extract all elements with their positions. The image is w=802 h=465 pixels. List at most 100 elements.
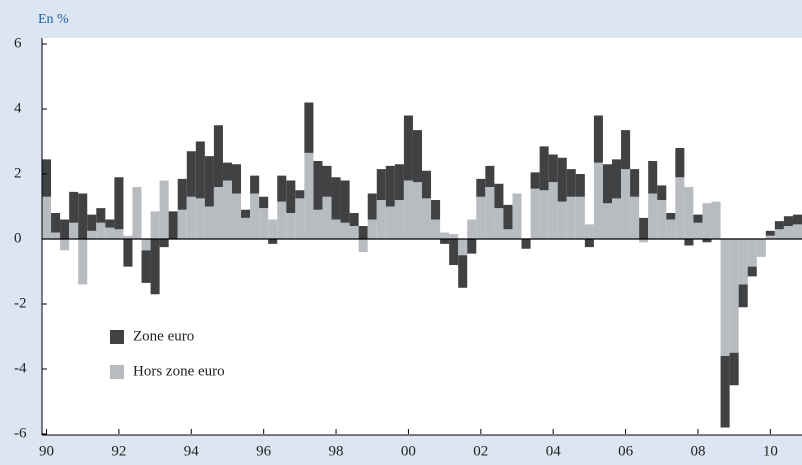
bar-segment — [584, 224, 594, 239]
bar-segment — [159, 239, 169, 248]
bar-segment — [195, 198, 205, 239]
bar-segment — [476, 196, 486, 239]
bar-segment — [78, 239, 88, 285]
bar-segment — [376, 169, 386, 200]
x-tick-label: 92 — [111, 443, 126, 459]
bar-segment — [720, 239, 730, 356]
bar-segment — [295, 190, 305, 199]
bar-segment — [449, 239, 459, 265]
bar-segment — [792, 224, 802, 239]
bar-segment — [684, 187, 694, 239]
bar-segment — [593, 162, 603, 239]
legend-label: Zone euro — [133, 328, 194, 344]
bar-segment — [476, 178, 486, 197]
bar-segment — [747, 239, 757, 267]
bar-segment — [467, 239, 477, 254]
bar-segment — [783, 216, 793, 226]
bar-segment — [177, 209, 187, 239]
y-tick-label: 2 — [14, 165, 22, 181]
y-tick-label: -2 — [14, 295, 27, 311]
bar-segment — [539, 190, 549, 239]
bar-segment — [105, 227, 115, 239]
bar-segment — [485, 187, 495, 239]
bar-segment — [458, 239, 468, 256]
bar-segment — [250, 193, 260, 239]
bar-segment — [385, 165, 395, 207]
bar-segment — [51, 232, 61, 239]
x-tick-label: 04 — [546, 443, 562, 459]
bar-segment — [639, 239, 649, 243]
bar-segment — [449, 234, 459, 239]
bar-segment — [711, 201, 721, 239]
bar-segment — [78, 193, 88, 239]
bar-segment — [602, 203, 612, 239]
bar-segment — [548, 154, 558, 183]
bar-segment — [440, 239, 450, 244]
bar-segment — [69, 222, 79, 239]
bar-segment — [69, 191, 79, 223]
bar-segment — [295, 198, 305, 239]
bar-segment — [87, 214, 97, 231]
bar-segment — [114, 177, 124, 230]
bar-segment — [123, 239, 133, 267]
bar-segment — [729, 352, 739, 386]
bar-segment — [503, 229, 513, 239]
legend-swatch — [110, 365, 124, 379]
bar-segment — [403, 180, 413, 239]
bar-segment — [729, 239, 739, 353]
bar-segment — [765, 235, 775, 239]
bar-segment — [186, 151, 196, 197]
y-tick-label: 6 — [14, 35, 22, 51]
bar-segment — [259, 196, 269, 209]
bar-segment — [602, 164, 612, 204]
bar-segment — [738, 239, 748, 285]
bar-segment — [702, 239, 712, 243]
bar-segment — [331, 219, 341, 239]
bar-segment — [431, 200, 441, 220]
bar-segment — [358, 226, 368, 239]
bar-segment — [774, 221, 784, 230]
legend-swatch — [110, 330, 124, 344]
bar-segment — [530, 188, 540, 239]
bar-segment — [657, 200, 667, 239]
bar-segment — [539, 146, 549, 191]
bar-segment — [494, 183, 504, 209]
y-tick-label: -4 — [14, 360, 27, 376]
bar-segment — [177, 178, 187, 210]
bar-segment — [42, 196, 52, 239]
bar-segment — [322, 165, 332, 197]
bar-segment — [367, 193, 377, 220]
bar-segment — [612, 198, 622, 239]
bar-segment — [204, 206, 214, 239]
x-tick-label: 98 — [329, 443, 344, 459]
bar-segment — [60, 219, 70, 239]
bar-segment — [756, 239, 766, 257]
bar-segment — [394, 200, 404, 239]
bar-segment — [304, 152, 314, 239]
y-tick-label: -6 — [14, 425, 27, 441]
bar-segment — [340, 180, 350, 223]
bar-segment — [96, 222, 106, 239]
bar-segment — [222, 180, 232, 239]
bar-segment — [358, 239, 368, 252]
bar-segment — [639, 217, 649, 239]
x-tick-label: 94 — [184, 443, 200, 459]
bar-segment — [349, 226, 359, 239]
bar-segment — [440, 232, 450, 239]
bar-segment — [51, 213, 61, 233]
bar-segment — [168, 211, 178, 239]
bar-segment — [702, 203, 712, 239]
bar-segment — [575, 196, 585, 239]
bar-segment — [213, 187, 223, 239]
bar-segment — [621, 130, 631, 170]
bar-segment — [313, 161, 323, 210]
bar-segment — [123, 235, 133, 239]
bar-segment — [132, 187, 142, 239]
bar-segment — [783, 226, 793, 239]
bar-segment — [494, 208, 504, 239]
bar-segment — [268, 239, 278, 244]
bar-segment — [431, 219, 441, 239]
bar-segment — [213, 125, 223, 187]
bar-segment — [666, 213, 676, 220]
